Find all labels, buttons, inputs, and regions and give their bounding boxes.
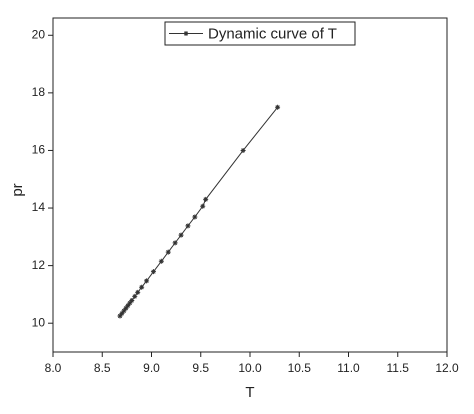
point-marker (123, 305, 129, 311)
point-marker (200, 203, 206, 209)
y-tick-label: 20 (32, 27, 46, 41)
point-marker (119, 310, 125, 316)
point-marker (125, 303, 131, 309)
point-marker (117, 313, 123, 319)
x-tick-label: 8.0 (45, 361, 62, 375)
y-tick-label: 12 (32, 258, 46, 272)
y-tick-label: 14 (32, 200, 46, 214)
point-marker (178, 232, 184, 238)
series-line (119, 106, 278, 317)
y-tick-label: 16 (32, 143, 46, 157)
x-tick-label: 9.0 (143, 361, 160, 375)
point-marker (172, 240, 178, 246)
point-marker (135, 289, 141, 295)
legend-box (164, 21, 356, 46)
point-marker (121, 308, 127, 314)
point-marker (150, 269, 156, 275)
legend-label: Dynamic curve of T (208, 25, 337, 42)
point-marker (165, 249, 171, 255)
legend-marker (183, 31, 189, 36)
point-marker (129, 297, 135, 303)
y-tick-label: 18 (32, 85, 46, 99)
x-tick-label: 11.0 (337, 361, 360, 375)
point-marker (144, 278, 150, 284)
point-marker (240, 147, 246, 153)
point-marker (185, 223, 191, 229)
x-tick-label: 11.5 (387, 361, 410, 375)
x-axis-title: T (245, 384, 254, 401)
point-marker (132, 293, 138, 299)
x-tick-label: 9.5 (192, 361, 209, 375)
point-marker (127, 300, 133, 306)
x-tick-label: 10.5 (288, 361, 312, 375)
plot-frame (52, 17, 448, 353)
point-marker (139, 284, 145, 290)
point-marker (275, 104, 281, 110)
y-tick-label: 10 (32, 315, 46, 329)
point-marker (158, 258, 164, 264)
point-marker (203, 196, 209, 202)
point-marker (192, 214, 198, 220)
x-tick-label: 8.5 (94, 361, 111, 375)
x-tick-label: 10.0 (238, 361, 262, 375)
x-tick-label: 12.0 (435, 361, 459, 375)
y-axis-title: pr (9, 183, 26, 196)
